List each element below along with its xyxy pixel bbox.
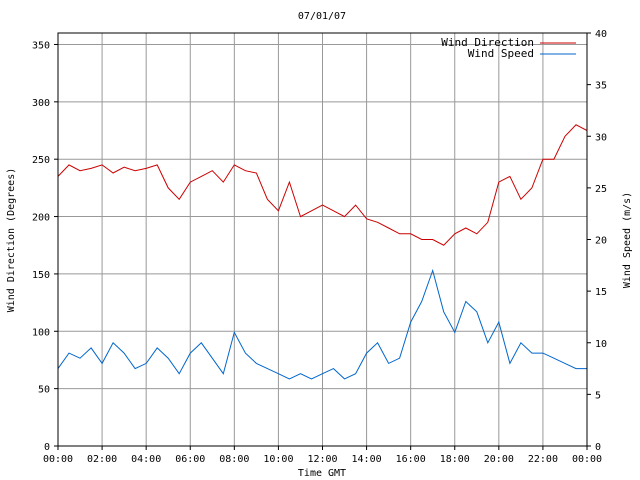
y-right-tick-label: 20 — [595, 236, 607, 247]
legend: Wind Direction Wind Speed — [441, 36, 576, 60]
y-left-tick-label: 0 — [44, 442, 50, 453]
grid-lines — [58, 33, 587, 446]
x-tick-label: 18:00 — [440, 454, 470, 465]
y-right-tick-labels: 0 5 10 15 20 25 30 35 40 — [587, 29, 607, 453]
x-tick-label: 22:00 — [528, 454, 558, 465]
x-tick-label: 16:00 — [396, 454, 426, 465]
chart-title: 07/01/07 — [298, 11, 346, 22]
x-tick-label: 08:00 — [219, 454, 249, 465]
y-left-tick-label: 100 — [32, 327, 50, 338]
y-right-tick-label: 25 — [595, 184, 607, 195]
x-axis-label: Time GMT — [298, 468, 346, 479]
x-tick-label: 12:00 — [307, 454, 337, 465]
y-right-tick-label: 40 — [595, 29, 607, 40]
x-tick-labels: 00:00 02:00 04:00 06:00 08:00 10:00 12:00 14:00… — [43, 446, 602, 465]
x-tick-label: 00:00 — [43, 454, 73, 465]
y-right-tick-label: 0 — [595, 442, 601, 453]
y-left-axis-label: Wind Direction (Degrees) — [6, 168, 17, 313]
y-left-tick-label: 200 — [32, 213, 50, 224]
y-left-tick-label: 350 — [32, 40, 50, 51]
x-tick-label: 20:00 — [484, 454, 514, 465]
x-tick-label: 00:00 — [572, 454, 602, 465]
x-tick-label: 10:00 — [263, 454, 293, 465]
series-line-wind-speed — [57, 268, 587, 380]
y-left-tick-label: 250 — [32, 155, 50, 166]
x-tick-label: 14:00 — [352, 454, 382, 465]
y-left-tick-labels: 0 50 100 150 200 250 300 350 — [32, 40, 58, 453]
y-right-tick-label: 5 — [595, 390, 601, 401]
y-right-tick-label: 35 — [595, 81, 607, 92]
legend-label-wind-direction: Wind Direction — [441, 36, 534, 49]
y-left-tick-label: 300 — [32, 98, 50, 109]
x-tick-label: 02:00 — [87, 454, 117, 465]
legend-label-wind-speed: Wind Speed — [468, 47, 534, 60]
y-right-axis-label: Wind Speed (m/s) — [622, 192, 633, 288]
y-left-tick-label: 150 — [32, 270, 50, 281]
y-left-tick-label: 50 — [38, 385, 50, 396]
x-tick-label: 06:00 — [175, 454, 205, 465]
y-right-tick-label: 30 — [595, 132, 607, 143]
series-line-wind-direction — [57, 124, 588, 246]
y-right-tick-label: 10 — [595, 339, 607, 350]
y-right-tick-label: 15 — [595, 287, 607, 298]
series-layer — [57, 124, 588, 380]
x-tick-label: 04:00 — [131, 454, 161, 465]
